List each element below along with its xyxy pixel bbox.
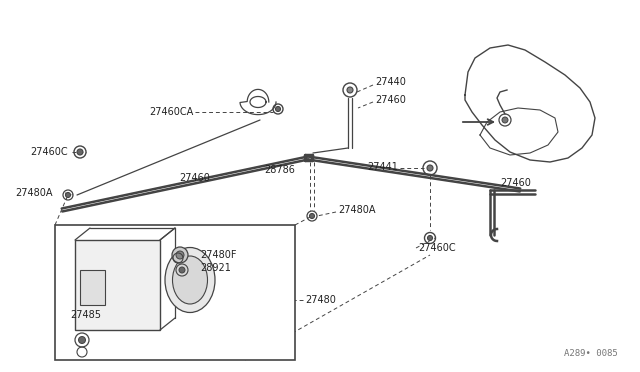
Circle shape [179, 267, 185, 273]
Text: 27480A: 27480A [15, 188, 52, 198]
Text: A289• 0085: A289• 0085 [564, 349, 618, 358]
Circle shape [502, 117, 508, 123]
Text: 28786: 28786 [264, 165, 295, 175]
Circle shape [347, 87, 353, 93]
Ellipse shape [173, 256, 207, 304]
Circle shape [65, 192, 70, 198]
Bar [55, 225, 295, 360]
Text: 27480: 27480 [305, 295, 336, 305]
Text: 27460: 27460 [180, 173, 211, 183]
Circle shape [427, 165, 433, 171]
Text: 27440: 27440 [375, 77, 406, 87]
Bar [75, 240, 160, 330]
Text: 28921: 28921 [200, 263, 231, 273]
Text: 27485: 27485 [70, 310, 101, 320]
Text: 27460: 27460 [375, 95, 406, 105]
Circle shape [79, 337, 86, 343]
Circle shape [310, 214, 314, 218]
Text: 27480A: 27480A [338, 205, 376, 215]
Text: 27460C: 27460C [30, 147, 68, 157]
Ellipse shape [165, 247, 215, 312]
Circle shape [77, 149, 83, 155]
Text: 27460: 27460 [500, 178, 531, 188]
Text: 27460C: 27460C [418, 243, 456, 253]
Bar [80, 270, 105, 305]
Text: 27460CA: 27460CA [148, 107, 193, 117]
Text: 27441: 27441 [367, 162, 398, 172]
Circle shape [172, 247, 188, 263]
Circle shape [176, 251, 184, 259]
Text: 27480F: 27480F [200, 250, 237, 260]
Circle shape [275, 106, 280, 112]
Circle shape [428, 235, 433, 241]
